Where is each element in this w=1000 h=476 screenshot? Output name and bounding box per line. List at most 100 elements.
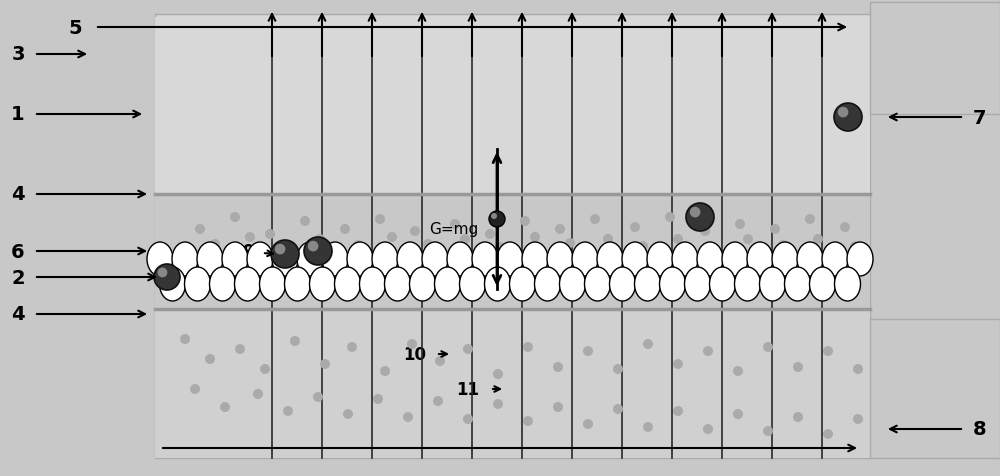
Circle shape [463, 414, 473, 424]
Circle shape [733, 366, 743, 376]
Circle shape [304, 238, 332, 266]
Ellipse shape [247, 242, 273, 277]
Circle shape [253, 389, 263, 399]
Ellipse shape [697, 242, 723, 277]
Text: 7: 7 [973, 108, 987, 127]
Ellipse shape [410, 268, 436, 301]
Circle shape [460, 235, 470, 245]
Ellipse shape [472, 242, 498, 277]
Ellipse shape [310, 268, 336, 301]
Circle shape [435, 356, 445, 366]
Circle shape [603, 235, 613, 245]
Circle shape [489, 211, 505, 228]
Ellipse shape [772, 242, 798, 277]
Ellipse shape [397, 242, 423, 277]
Circle shape [613, 404, 623, 414]
Bar [155, 309, 870, 458]
Circle shape [838, 108, 848, 118]
Circle shape [686, 204, 714, 231]
Circle shape [380, 366, 390, 376]
Circle shape [347, 342, 357, 352]
Circle shape [300, 217, 310, 227]
Circle shape [700, 227, 710, 237]
Circle shape [491, 214, 497, 219]
Circle shape [180, 334, 190, 344]
Circle shape [407, 339, 417, 349]
Ellipse shape [684, 268, 710, 301]
Circle shape [643, 422, 653, 432]
Circle shape [823, 429, 833, 439]
Circle shape [530, 232, 540, 242]
Circle shape [495, 242, 505, 252]
Circle shape [265, 229, 275, 239]
Circle shape [410, 227, 420, 237]
Text: 6: 6 [11, 242, 25, 261]
Ellipse shape [797, 242, 823, 277]
Circle shape [340, 225, 350, 235]
Circle shape [158, 268, 167, 278]
Circle shape [154, 265, 180, 290]
Circle shape [283, 406, 293, 416]
Circle shape [315, 235, 325, 245]
Bar [870, 319, 1000, 458]
Circle shape [353, 240, 363, 250]
Bar [155, 18, 870, 195]
Circle shape [485, 229, 495, 239]
Ellipse shape [497, 242, 523, 277]
Circle shape [403, 412, 413, 422]
Circle shape [793, 362, 803, 372]
Circle shape [643, 339, 653, 349]
Circle shape [690, 208, 700, 218]
Ellipse shape [485, 268, 511, 301]
Circle shape [375, 215, 385, 225]
Circle shape [520, 217, 530, 227]
Circle shape [387, 232, 397, 242]
Ellipse shape [435, 268, 461, 301]
Ellipse shape [847, 242, 873, 277]
Circle shape [673, 235, 683, 245]
Ellipse shape [660, 268, 686, 301]
Circle shape [850, 241, 860, 251]
Text: 10: 10 [404, 345, 427, 363]
Text: 9: 9 [242, 242, 254, 260]
Circle shape [743, 235, 753, 245]
Ellipse shape [222, 242, 248, 277]
Ellipse shape [185, 268, 211, 301]
Circle shape [373, 394, 383, 404]
Ellipse shape [272, 242, 298, 277]
Circle shape [778, 240, 788, 250]
Ellipse shape [447, 242, 473, 277]
Circle shape [565, 238, 575, 248]
Circle shape [555, 225, 565, 235]
Ellipse shape [372, 242, 398, 277]
Circle shape [703, 346, 713, 356]
Circle shape [665, 213, 675, 223]
Text: 3: 3 [11, 45, 25, 64]
Ellipse shape [647, 242, 673, 277]
Circle shape [320, 359, 330, 369]
Circle shape [853, 414, 863, 424]
Circle shape [553, 362, 563, 372]
Circle shape [583, 346, 593, 356]
Circle shape [245, 232, 255, 242]
Circle shape [290, 336, 300, 346]
Ellipse shape [834, 268, 860, 301]
Text: 2: 2 [11, 268, 25, 287]
Circle shape [840, 223, 850, 232]
Ellipse shape [460, 268, 486, 301]
Text: 11: 11 [457, 380, 480, 398]
Ellipse shape [360, 268, 386, 301]
Ellipse shape [235, 268, 261, 301]
Circle shape [673, 359, 683, 369]
Circle shape [275, 244, 285, 255]
Circle shape [423, 239, 433, 249]
Circle shape [210, 239, 220, 249]
Ellipse shape [260, 268, 286, 301]
Circle shape [553, 402, 563, 412]
Ellipse shape [197, 242, 223, 277]
Circle shape [583, 419, 593, 429]
Ellipse shape [784, 268, 810, 301]
Ellipse shape [547, 242, 573, 277]
Ellipse shape [622, 242, 648, 277]
Ellipse shape [734, 268, 761, 301]
